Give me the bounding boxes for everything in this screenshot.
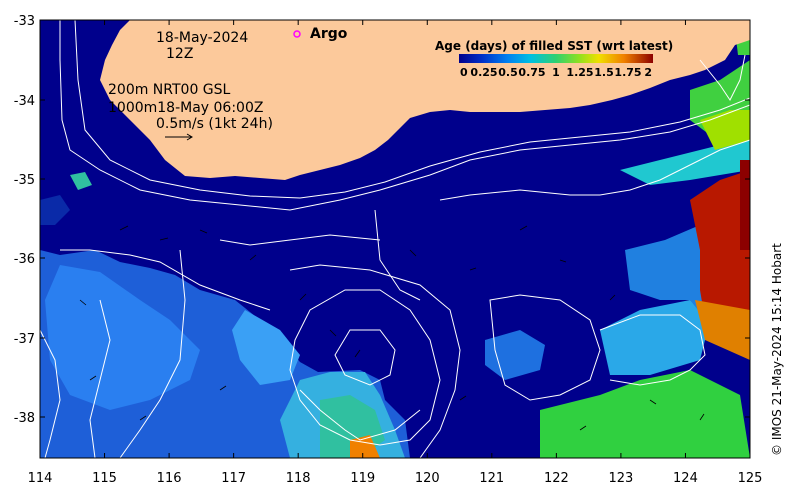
legend-tick-label: 1 [552,66,560,79]
lon-tick-label: 123 [608,471,633,486]
lon-tick-label: 118 [286,471,311,486]
lat-tick-label: -34 [14,94,35,109]
legend-tick-label: 0.5 [498,66,518,79]
time-label: 12Z [166,46,193,62]
current-vectors [79,225,705,431]
lat-tick-label: -35 [14,173,35,188]
credit-text: © IMOS 21-May-2024 15:14 Hobart [770,243,784,456]
contour-legend-1000m: 1000m18-May 06:00Z [108,100,263,116]
legend-tick-label: 1.75 [614,66,641,79]
contour-legend-200m: 200m NRT00 GSL [108,82,231,98]
lon-tick-label: 115 [92,471,117,486]
legend-tick-label: 1.5 [594,66,614,79]
legend-tick-label: 0.75 [518,66,545,79]
lon-tick-label: 124 [673,471,698,486]
legend-tick-label: 0.25 [470,66,497,79]
sst-age-field [40,25,750,458]
lon-tick-label: 121 [479,471,504,486]
argo-marker-icon [293,30,301,38]
lat-tick-label: -37 [14,332,35,347]
lon-tick-label: 116 [157,471,182,486]
date-label: 18-May-2024 [156,30,248,46]
contour-lines [40,20,750,458]
lon-tick-label: 120 [415,471,440,486]
axis-ticks: 114 115 116 117 118 119 120 121 122 123 124 125-33-… [14,14,763,486]
legend-tick-label: 2 [644,66,652,79]
legend-tick-labels: 0 0.25 0.5 0.75 1 1.25 1.5 1.75 2 [460,66,652,79]
lon-tick-label: 119 [350,471,375,486]
legend-tick-label: 1.25 [566,66,593,79]
velocity-scale-arrow [165,133,193,141]
legend-title: Age (days) of filled SST (wrt latest) [435,39,673,53]
plot-frame [39,19,751,459]
velocity-scale-label: 0.5m/s (1kt 24h) [156,116,273,132]
lon-tick-label: 125 [738,471,763,486]
lon-tick-label: 117 [221,471,246,486]
lat-tick-label: -38 [14,411,35,426]
legend-colorbar [459,54,653,63]
lat-tick-label: -33 [14,14,35,29]
lat-tick-label: -36 [14,252,35,267]
lon-tick-label: 122 [544,471,569,486]
argo-label: Argo [310,26,348,42]
lon-tick-label: 114 [28,471,53,486]
legend-tick-label: 0 [460,66,468,79]
